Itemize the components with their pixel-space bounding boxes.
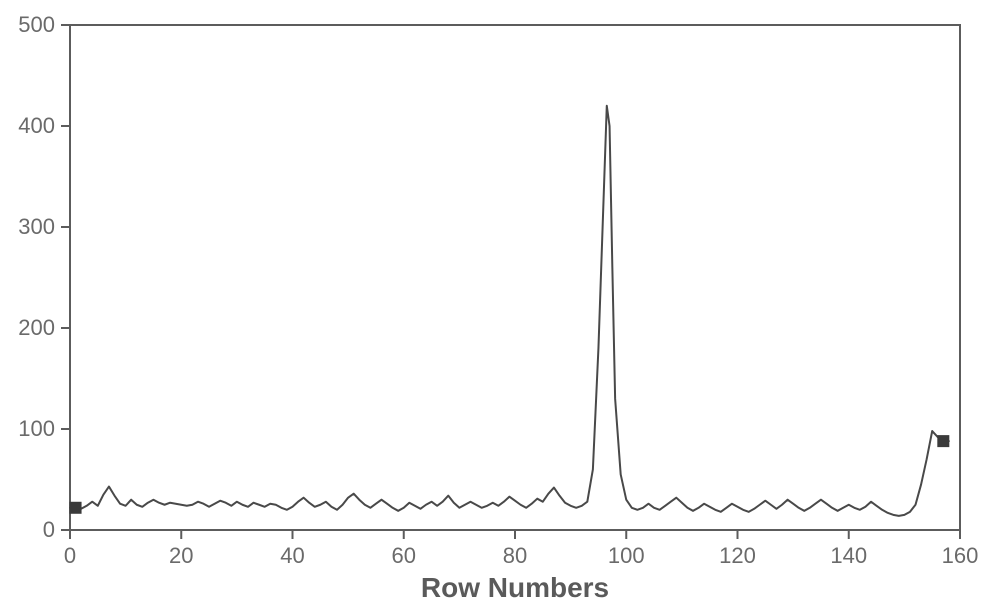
line-chart: 0 20 40 60 80 100 120 140 160 0 100 200 300 400 500 Row…	[0, 0, 1000, 615]
x-tick-label: 0	[64, 543, 76, 568]
x-tick-label: 80	[503, 543, 527, 568]
endpoint-marker	[70, 502, 82, 514]
x-tick-label: 60	[392, 543, 416, 568]
y-tick-label: 0	[43, 517, 55, 542]
x-axis-title: Row Numbers	[421, 572, 609, 603]
y-tick-label: 500	[18, 12, 55, 37]
y-tick-label: 100	[18, 416, 55, 441]
x-tick-label: 40	[280, 543, 304, 568]
plot-bg	[0, 0, 1000, 615]
x-tick-label: 100	[608, 543, 645, 568]
y-tick-label: 300	[18, 214, 55, 239]
x-tick-label: 160	[942, 543, 979, 568]
x-tick-label: 20	[169, 543, 193, 568]
x-tick-label: 120	[719, 543, 756, 568]
y-tick-label: 200	[18, 315, 55, 340]
endpoint-marker	[937, 435, 949, 447]
y-tick-label: 400	[18, 113, 55, 138]
chart-container: 0 20 40 60 80 100 120 140 160 0 100 200 300 400 500 Row…	[0, 0, 1000, 615]
x-tick-label: 140	[830, 543, 867, 568]
